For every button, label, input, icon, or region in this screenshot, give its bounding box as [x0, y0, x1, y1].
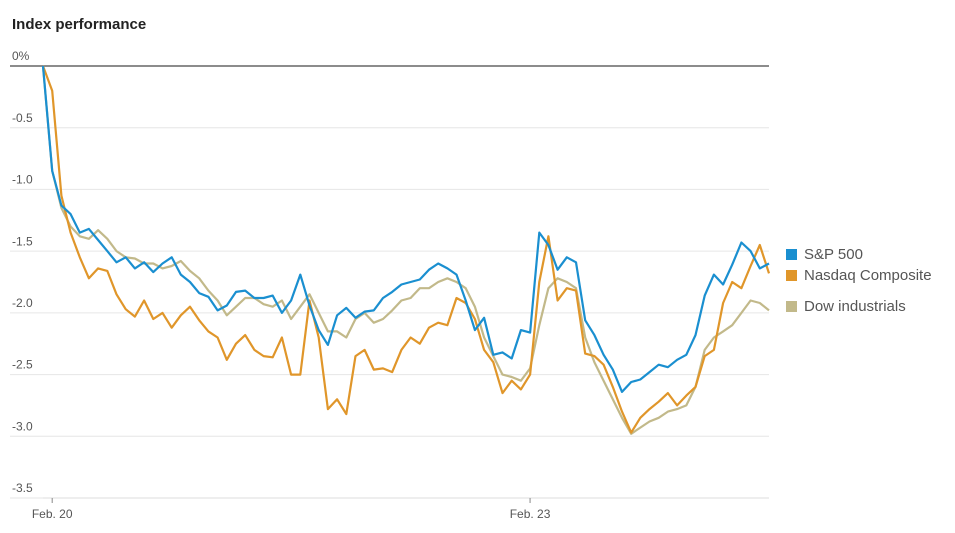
series-line	[41, 65, 771, 434]
chart-title: Index performance	[12, 16, 146, 33]
legend-swatch	[786, 270, 797, 281]
y-tick-label: 0%	[12, 49, 30, 63]
legend-swatch	[786, 301, 797, 312]
legend-swatch	[786, 249, 797, 260]
x-tick-label: Feb. 23	[510, 507, 551, 521]
legend-label: S&P 500	[804, 246, 863, 263]
legend-label: Dow industrials	[804, 298, 906, 315]
y-tick-label: -0.5	[12, 111, 33, 125]
y-tick-label: -2.0	[12, 296, 33, 310]
y-tick-label: -3.0	[12, 419, 33, 433]
x-tick-label: Feb. 20	[32, 507, 73, 521]
legend-label: Nasdaq Composite	[804, 267, 932, 284]
series-line	[41, 65, 770, 435]
y-tick-label: -3.5	[12, 481, 33, 495]
series-line	[41, 65, 770, 393]
y-tick-label: -2.5	[12, 358, 33, 372]
y-tick-label: -1.5	[12, 234, 33, 248]
y-tick-label: -1.0	[12, 173, 33, 187]
